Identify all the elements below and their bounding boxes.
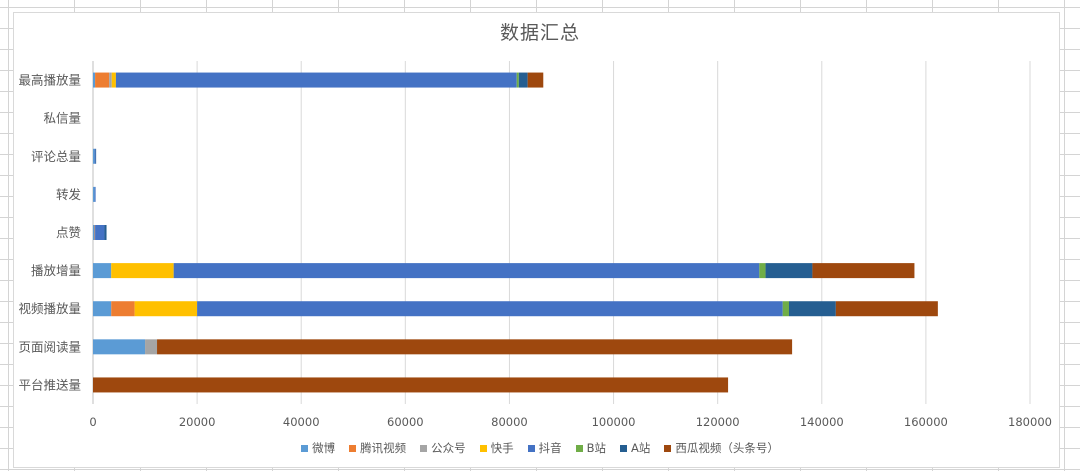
bar-segment bbox=[94, 225, 96, 240]
bar-segment bbox=[835, 301, 938, 317]
x-tick-label: 160000 bbox=[904, 415, 948, 429]
bar-segment bbox=[759, 263, 766, 279]
legend-label: 西瓜视频（头条号） bbox=[675, 441, 779, 455]
bar-segment bbox=[197, 301, 783, 317]
category-label: 转发 bbox=[56, 187, 82, 202]
x-tick-label: 120000 bbox=[696, 415, 740, 429]
bar-segment bbox=[95, 72, 110, 88]
legend-label: A站 bbox=[631, 441, 651, 455]
legend-swatch bbox=[349, 444, 357, 452]
bar-segment bbox=[111, 72, 116, 88]
x-tick-label: 100000 bbox=[592, 415, 636, 429]
bar-segment bbox=[93, 263, 112, 279]
legend-label: 抖音 bbox=[538, 441, 562, 455]
legend-label: 公众号 bbox=[431, 441, 466, 455]
bar-segment bbox=[93, 377, 729, 393]
bar-segment bbox=[812, 263, 915, 279]
bar-segment bbox=[94, 186, 96, 202]
bar-segment bbox=[765, 263, 813, 279]
legend-item: 快手 bbox=[479, 440, 514, 456]
bar-segment bbox=[134, 301, 198, 317]
legend-label: 微博 bbox=[312, 441, 336, 455]
bar-segment bbox=[95, 225, 105, 240]
bar-segment bbox=[518, 72, 528, 88]
legend-item: 抖音 bbox=[527, 440, 562, 456]
legend-swatch bbox=[301, 444, 309, 452]
bar-segment bbox=[93, 339, 146, 355]
x-tick-label: 80000 bbox=[491, 415, 528, 429]
legend-swatch bbox=[527, 444, 535, 452]
category-label: 视频播放量 bbox=[18, 301, 81, 316]
bar-segment bbox=[93, 148, 95, 164]
bar-segment bbox=[95, 148, 97, 164]
bar-segment bbox=[173, 263, 760, 279]
legend-swatch bbox=[575, 444, 583, 452]
bar-segment bbox=[93, 301, 112, 317]
legend-swatch bbox=[479, 444, 487, 452]
legend-swatch bbox=[664, 444, 672, 452]
category-label: 播放增量 bbox=[31, 263, 81, 278]
bar-segment bbox=[157, 339, 793, 355]
bar-segment bbox=[115, 72, 517, 88]
category-label: 最高播放量 bbox=[18, 73, 81, 88]
category-label: 私信量 bbox=[43, 111, 81, 126]
bar-segment bbox=[788, 301, 836, 317]
legend-item: 微博 bbox=[301, 440, 335, 456]
legend-label: 腾讯视频 bbox=[360, 441, 407, 455]
chart-legend: 微博 腾讯视频 公众号 快手 抖音 B站 A站 西瓜视频（头条号） bbox=[0, 440, 1080, 456]
x-tick-label: 40000 bbox=[283, 415, 320, 429]
bar-segment bbox=[516, 72, 519, 88]
category-label: 点赞 bbox=[56, 225, 81, 240]
x-tick-label: 140000 bbox=[800, 415, 844, 429]
legend-item: 西瓜视频（头条号） bbox=[664, 440, 779, 456]
bar-segment bbox=[94, 148, 96, 164]
legend-label: 快手 bbox=[490, 441, 514, 455]
legend-item: 公众号 bbox=[420, 440, 466, 456]
x-tick-label: 20000 bbox=[179, 415, 216, 429]
legend-swatch bbox=[420, 444, 428, 452]
category-label: 评论总量 bbox=[31, 149, 81, 164]
bar-segment bbox=[782, 301, 789, 317]
x-tick-label: 60000 bbox=[387, 415, 424, 429]
bar-segment bbox=[93, 225, 95, 240]
bar-segment bbox=[93, 72, 96, 88]
x-tick-label: 180000 bbox=[1008, 415, 1052, 429]
legend-swatch bbox=[620, 444, 627, 452]
bar-segment bbox=[111, 263, 174, 279]
legend-item: A站 bbox=[620, 440, 650, 456]
chart-title: 数据汇总 bbox=[499, 22, 580, 44]
bar-segment bbox=[104, 225, 107, 240]
legend-item: 腾讯视频 bbox=[349, 440, 406, 456]
legend-item: B站 bbox=[575, 440, 606, 456]
category-label: 页面阅读量 bbox=[18, 339, 81, 354]
bar-segment bbox=[145, 339, 158, 355]
legend-label: B站 bbox=[586, 441, 606, 455]
bar-segment bbox=[527, 72, 544, 88]
bar-segment bbox=[93, 186, 95, 202]
bar-segment bbox=[111, 301, 135, 317]
category-label: 平台推送量 bbox=[18, 377, 81, 392]
bar-segment bbox=[109, 72, 112, 88]
x-tick-label: 0 bbox=[89, 415, 96, 429]
